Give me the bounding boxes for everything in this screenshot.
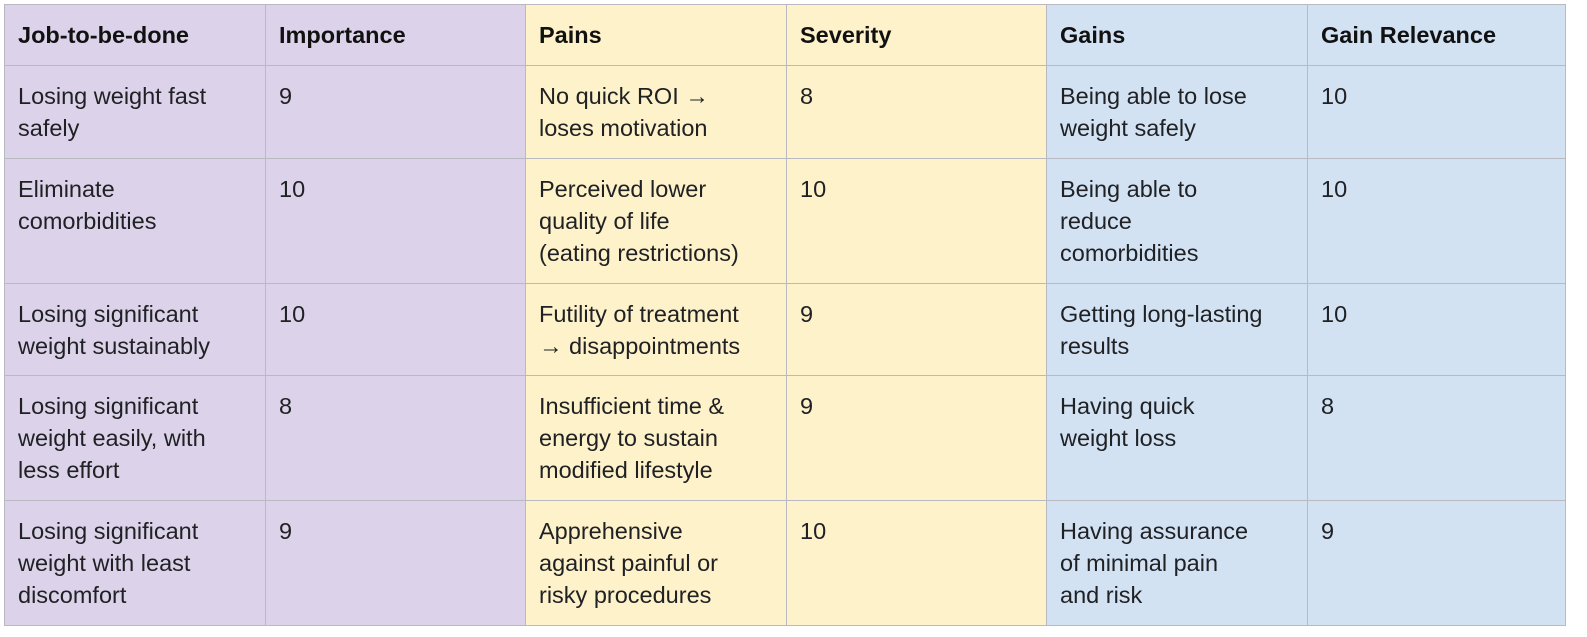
header-gains: Gains	[1046, 4, 1308, 66]
header-row: Job-to-be-done Importance Pains Severity…	[4, 4, 1566, 66]
table-row: Losing significant weight sustainably 10…	[4, 283, 1566, 376]
severity-cell: 10	[786, 500, 1047, 626]
job-cell: Eliminate comorbidities	[4, 158, 266, 284]
severity-cell: 10	[786, 158, 1047, 284]
gain-cell: Having quick weight loss	[1046, 375, 1308, 501]
gain-cell: Getting long-lasting results	[1046, 283, 1308, 376]
table-row: Losing significant weight with least dis…	[4, 500, 1566, 626]
pain-cell: No quick ROI → loses motivation	[525, 65, 787, 159]
pain-cell: Futility of treatment → disappointments	[525, 283, 787, 376]
gain-relevance-cell: 10	[1307, 158, 1566, 284]
job-cell: Losing significant weight easily, with l…	[4, 375, 266, 501]
severity-cell: 9	[786, 375, 1047, 501]
severity-cell: 9	[786, 283, 1047, 376]
job-cell: Losing significant weight with least dis…	[4, 500, 266, 626]
severity-cell: 8	[786, 65, 1047, 159]
pain-cell: Apprehensive against painful or risky pr…	[525, 500, 787, 626]
header-job: Job-to-be-done	[4, 4, 266, 66]
gain-cell: Being able to lose weight safely	[1046, 65, 1308, 159]
pain-cell: Perceived lower quality of life (eating …	[525, 158, 787, 284]
gain-relevance-cell: 10	[1307, 65, 1566, 159]
gain-cell: Being able to reduce comorbidities	[1046, 158, 1308, 284]
table-row: Eliminate comorbidities 10 Perceived low…	[4, 158, 1566, 284]
gain-relevance-cell: 9	[1307, 500, 1566, 626]
table-row: Losing weight fast safely 9 No quick ROI…	[4, 65, 1566, 159]
header-importance: Importance	[265, 4, 526, 66]
importance-cell: 10	[265, 283, 526, 376]
gain-relevance-cell: 10	[1307, 283, 1566, 376]
header-pains: Pains	[525, 4, 787, 66]
table-row: Losing significant weight easily, with l…	[4, 375, 1566, 501]
importance-cell: 9	[265, 500, 526, 626]
importance-cell: 9	[265, 65, 526, 159]
importance-cell: 8	[265, 375, 526, 501]
pain-cell: Insufficient time & energy to sustain mo…	[525, 375, 787, 501]
importance-cell: 10	[265, 158, 526, 284]
value-proposition-table: Job-to-be-done Importance Pains Severity…	[4, 4, 1566, 626]
gain-relevance-cell: 8	[1307, 375, 1566, 501]
job-cell: Losing significant weight sustainably	[4, 283, 266, 376]
header-gain-relevance: Gain Relevance	[1307, 4, 1566, 66]
job-cell: Losing weight fast safely	[4, 65, 266, 159]
header-severity: Severity	[786, 4, 1047, 66]
gain-cell: Having assurance of minimal pain and ris…	[1046, 500, 1308, 626]
